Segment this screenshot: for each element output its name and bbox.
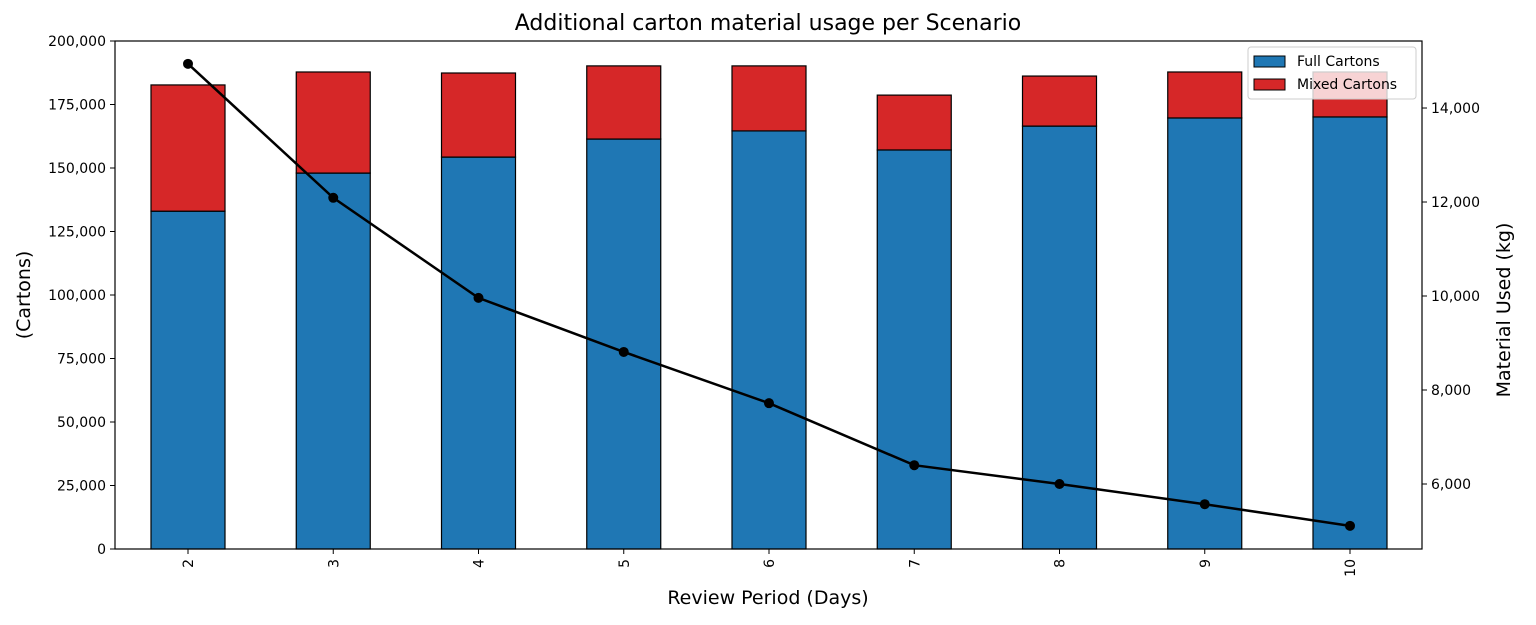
material-point	[618, 346, 629, 357]
material-point	[328, 192, 339, 203]
legend-label-mixed: Mixed Cartons	[1297, 77, 1397, 93]
bar-full-cartons	[295, 172, 371, 550]
y2-tick-label: 8,000	[1431, 383, 1471, 399]
bar-full-cartons	[876, 149, 952, 550]
bar-full-cartons	[1167, 117, 1243, 550]
bar-mixed-cartons	[731, 65, 807, 132]
bar-mixed-cartons	[586, 65, 662, 140]
legend-swatch-full	[1253, 55, 1286, 68]
y-tick-label: 100,000	[48, 288, 106, 304]
y-tick-label: 175,000	[48, 98, 106, 114]
x-tick-label: 9	[1198, 559, 1214, 568]
material-point	[183, 58, 193, 69]
bar-full-cartons	[731, 130, 807, 550]
legend-swatch-mixed	[1253, 78, 1286, 91]
y2-tick-label: 6,000	[1431, 477, 1471, 493]
legend: Full Cartons Mixed Cartons	[1247, 46, 1417, 100]
y-axis-label: (Cartons)	[13, 251, 35, 340]
bar-full-cartons	[1021, 125, 1098, 550]
bar-mixed-cartons	[1167, 71, 1243, 119]
bar-mixed-cartons	[440, 72, 517, 158]
y-tick-label: 75,000	[57, 352, 106, 368]
material-point	[473, 292, 484, 303]
y-tick-label: 125,000	[48, 225, 106, 241]
bar-full-cartons	[586, 138, 662, 550]
legend-label-full: Full Cartons	[1297, 54, 1380, 70]
x-axis-label: Review Period (Days)	[667, 587, 868, 609]
y-tick-label: 50,000	[57, 415, 106, 431]
bar-mixed-cartons	[295, 71, 371, 174]
material-point	[1054, 479, 1065, 490]
x-tick-label: 2	[181, 559, 197, 568]
bar-full-cartons	[440, 156, 517, 550]
bar-full-cartons	[150, 210, 226, 550]
x-tick-label: 10	[1343, 559, 1359, 577]
material-point	[764, 398, 774, 409]
y2-axis-label: Material Used (kg)	[1493, 223, 1515, 398]
y-tick-label: 150,000	[48, 161, 106, 177]
x-tick-label: 5	[617, 559, 633, 568]
y-tick-label: 25,000	[57, 479, 106, 495]
x-tick-label: 4	[472, 559, 488, 568]
material-point	[909, 460, 920, 471]
material-point	[1199, 499, 1210, 510]
chart-title: Additional carton material usage per Sce…	[515, 11, 1021, 36]
bar-mixed-cartons	[150, 84, 226, 212]
bar-full-cartons	[1312, 116, 1388, 550]
material-point	[1345, 520, 1355, 531]
y-tick-label: 200,000	[48, 34, 106, 50]
x-tick-label: 6	[762, 559, 778, 568]
x-tick-label: 8	[1053, 559, 1069, 568]
bar-mixed-cartons	[876, 94, 952, 151]
x-tick-label: 3	[326, 559, 342, 568]
y2-tick-label: 10,000	[1431, 289, 1480, 305]
y2-tick-label: 12,000	[1431, 195, 1480, 211]
x-tick-label: 7	[907, 559, 923, 568]
y-tick-label: 0	[97, 542, 106, 558]
bar-mixed-cartons	[1021, 75, 1098, 127]
y2-tick-label: 14,000	[1431, 101, 1480, 117]
